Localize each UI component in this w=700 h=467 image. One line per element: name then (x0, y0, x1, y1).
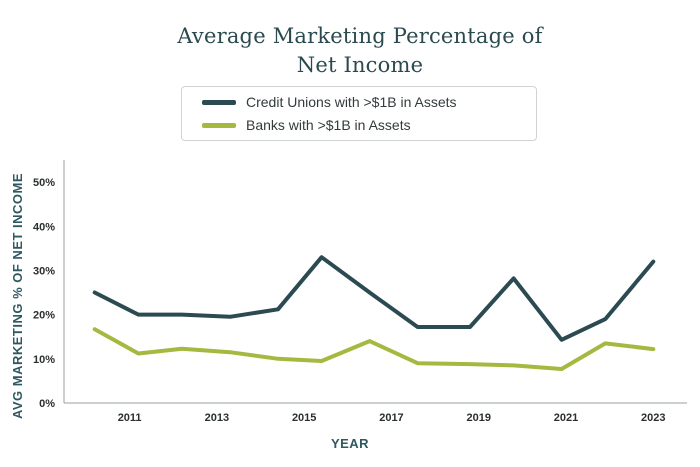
chart-axes (63, 160, 687, 404)
chart-title-line-1: Average Marketing Percentage of (177, 24, 543, 48)
legend-item-credit-unions[interactable]: Credit Unions with >$1B in Assets (202, 93, 457, 111)
legend-swatch-banks (202, 122, 236, 128)
y-axis-title: AVG MARKETING % OF NET INCOME (10, 173, 25, 419)
x-tick-label: 2013 (205, 412, 229, 424)
x-tick-label: 2021 (554, 412, 578, 424)
legend-label-credit-unions: Credit Unions with >$1B in Assets (246, 94, 457, 110)
x-tick-label: 2019 (466, 412, 490, 424)
x-tick-label: 2023 (641, 412, 665, 424)
y-tick-label: 50% (33, 177, 55, 189)
y-tick-label: 0% (39, 398, 55, 410)
y-tick-label: 40% (33, 221, 55, 233)
series-line-banks (92, 327, 656, 371)
y-tick-label: 10% (33, 354, 55, 366)
chart-title: Average Marketing Percentage of Net Inco… (0, 22, 700, 80)
legend-item-banks[interactable]: Banks with >$1B in Assets (202, 116, 411, 134)
series-line-credit-unions (92, 255, 656, 342)
chart-title-line-2: Net Income (296, 53, 424, 77)
y-tick-label: 20% (33, 310, 55, 322)
x-axis-title: YEAR (331, 436, 369, 451)
x-tick-label: 2011 (118, 412, 142, 424)
legend-label-banks: Banks with >$1B in Assets (246, 117, 411, 133)
y-tick-label: 30% (33, 265, 55, 277)
x-tick-label: 2015 (292, 412, 316, 424)
legend-swatch-credit-unions (202, 99, 236, 105)
x-tick-label: 2017 (379, 412, 403, 424)
y-tick-labels: 0% 10% 20% 30% 40% 50% (33, 177, 55, 410)
x-tick-labels: 2011 2013 2015 2017 2019 2021 2023 (118, 412, 666, 424)
chart-legend: Credit Unions with >$1B in Assets Banks … (181, 86, 537, 141)
series-lines (92, 255, 656, 371)
